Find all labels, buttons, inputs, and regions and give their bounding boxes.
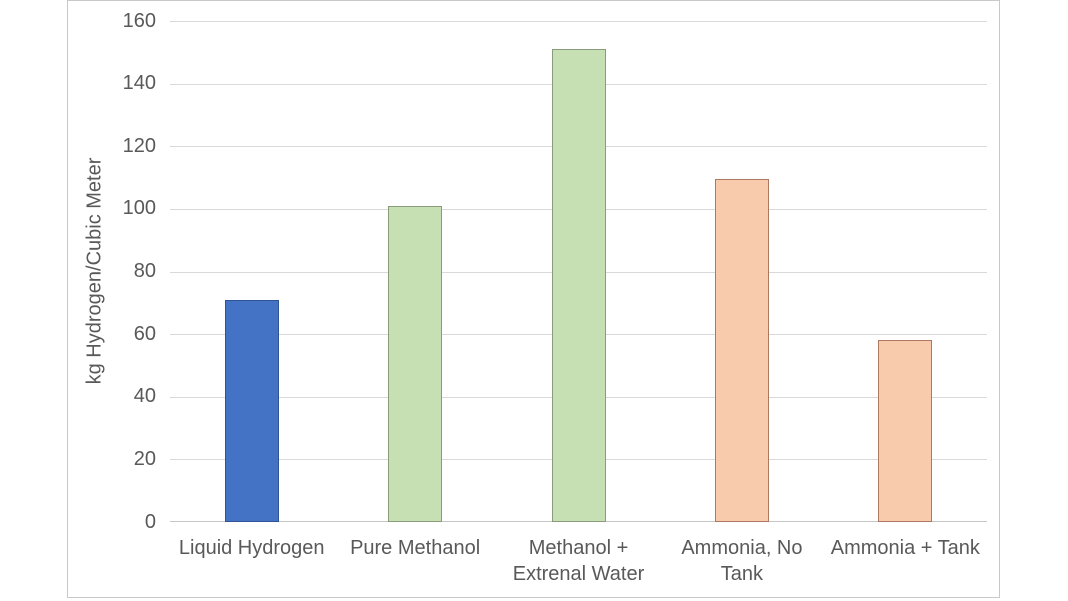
bar [551,49,606,522]
y-tick-label: 100 [122,197,156,220]
bar [878,340,933,522]
x-category-label: Ammonia, No Tank [681,537,803,585]
y-tick-label: 80 [133,260,156,282]
y-tick-label: 60 [133,322,156,345]
y-tick-label: 140 [122,72,156,95]
x-category-label: Liquid Hydrogen [178,537,325,559]
bar [388,205,443,522]
y-tick-label: 120 [122,134,156,157]
x-category-label: Methanol + Extrenal Water [512,537,645,585]
x-category-label: Pure Methanol [350,537,481,559]
bar [714,179,769,522]
x-category-label: Ammonia + Tank [830,537,980,559]
y-tick-label: 40 [133,385,156,408]
y-axis-tick-labels: 0 20 40 60 80 100 120 140 160 [68,1,156,597]
x-axis-category-labels: Liquid Hydrogen Pure Methanol Methanol + E… [170,535,987,587]
chart-frame: kg Hydrogen/Cubic Meter 0 20 40 60 80 100 120 1… [67,0,1000,598]
plot-area [170,21,987,522]
y-tick-label: 160 [122,9,156,32]
y-tick-label: 20 [133,447,156,470]
y-tick-label: 0 [144,510,156,533]
gridline [170,21,987,22]
bar [224,299,279,522]
